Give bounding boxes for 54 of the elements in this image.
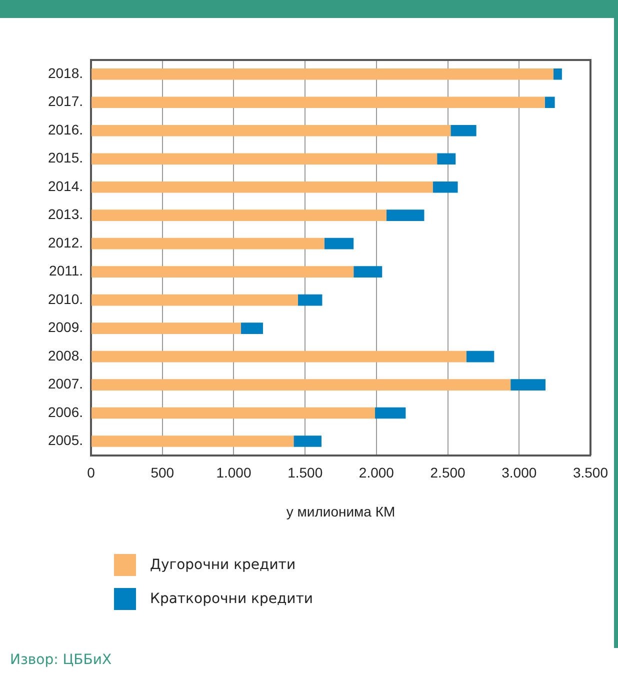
x-axis-title: у милионима КМ bbox=[286, 503, 396, 520]
text: Извор: ЦББиХ bbox=[10, 652, 112, 668]
y-tick-label: 2012. bbox=[48, 234, 84, 250]
bar bbox=[432, 181, 458, 193]
bar bbox=[294, 436, 322, 447]
bar bbox=[298, 294, 322, 306]
bar bbox=[354, 266, 382, 278]
x-tick-label: 1.500 bbox=[288, 464, 323, 481]
bar bbox=[240, 322, 263, 334]
x-tick-label: 3.500 bbox=[572, 464, 608, 481]
bar bbox=[92, 379, 511, 390]
bar bbox=[437, 153, 456, 164]
bar bbox=[324, 238, 354, 250]
bar bbox=[92, 407, 376, 419]
bar bbox=[92, 96, 545, 108]
bar bbox=[92, 210, 386, 221]
bar bbox=[544, 96, 555, 108]
bar bbox=[553, 68, 562, 80]
bar bbox=[92, 350, 466, 362]
y-tick-label: 2007. bbox=[48, 376, 84, 392]
bar bbox=[92, 124, 451, 136]
y-tick-label: 2016. bbox=[48, 121, 84, 138]
y-tick-label: 2011. bbox=[49, 262, 84, 279]
legend-label: Дугорочни кредити bbox=[150, 557, 296, 573]
bar bbox=[92, 322, 241, 334]
bar bbox=[92, 294, 298, 306]
y-tick-label: 2015. bbox=[48, 150, 84, 166]
y-tick-label: 2008. bbox=[48, 347, 84, 364]
bar bbox=[375, 407, 406, 419]
bar bbox=[92, 266, 354, 278]
x-tick-label: 1.000 bbox=[216, 464, 252, 481]
y-tick-label: 2006. bbox=[48, 404, 84, 420]
x-tick-label: 2.500 bbox=[430, 464, 466, 481]
y-tick-label: 2014. bbox=[48, 178, 84, 194]
y-tick-label: 2005. bbox=[48, 432, 84, 448]
bar bbox=[92, 238, 324, 250]
y-tick-label: 2009. bbox=[48, 319, 84, 336]
y-tick-label: 2010. bbox=[48, 290, 84, 307]
y-tick-label: 2017. bbox=[48, 93, 84, 110]
x-tick-label: 500 bbox=[150, 464, 174, 481]
y-tick-label: 2013. bbox=[48, 206, 84, 222]
bar bbox=[450, 124, 476, 136]
legend-label: Краткорочни кредити bbox=[150, 591, 313, 607]
y-tick-label: 2018. bbox=[48, 64, 84, 81]
bar bbox=[92, 436, 294, 447]
x-tick-label: 3.000 bbox=[502, 464, 537, 481]
bar bbox=[386, 210, 424, 221]
bar bbox=[92, 153, 438, 164]
x-tick-label: 2.000 bbox=[358, 464, 394, 481]
bar bbox=[510, 379, 546, 390]
bar bbox=[466, 350, 494, 362]
bar bbox=[92, 181, 433, 193]
x-tick-label: 0 bbox=[87, 464, 96, 481]
bar bbox=[92, 68, 554, 80]
